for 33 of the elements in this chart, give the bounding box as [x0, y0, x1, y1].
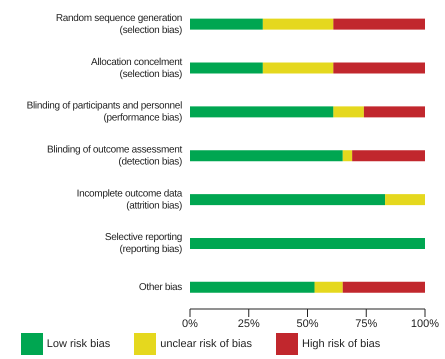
bar [342, 150, 352, 162]
bar [262, 18, 334, 30]
bar [364, 106, 425, 118]
y-tick-label: Selective reporting (reporting bias) [104, 232, 182, 255]
bar [190, 150, 343, 162]
bar [385, 194, 425, 206]
legend-label: unclear risk of bias [160, 338, 252, 350]
bar [190, 18, 263, 30]
legend-label: High risk of bias [302, 338, 380, 350]
x-tick-label: 75% [355, 318, 378, 330]
bar [190, 106, 334, 118]
bar [333, 62, 425, 74]
bar [190, 238, 425, 249]
x-tick-label: 100% [410, 318, 440, 330]
x-tick-label: 50% [296, 318, 319, 330]
x-tick-label: 25% [238, 318, 260, 330]
bar [333, 18, 425, 30]
y-tick-label: Blinding of participants and personnel (performance bias) [26, 100, 182, 124]
legend-label: Low risk bias [46, 338, 110, 350]
bar [190, 194, 386, 206]
y-tick-label: Random sequence generation (selection bias) [56, 12, 182, 36]
bar [352, 150, 425, 162]
bar [314, 282, 343, 293]
bar [333, 106, 364, 118]
bar [262, 62, 334, 74]
x-tick-label: 0% [182, 318, 198, 330]
y-tick-label: Incomplete outcome data (attrition bias) [76, 188, 183, 211]
bar [190, 282, 315, 293]
y-tick-label: Allocation concelment (selection bias) [91, 56, 183, 80]
bar [190, 62, 263, 74]
y-tick-label: Blinding of outcome assessment (detection bias) [47, 144, 183, 167]
bar [342, 282, 425, 293]
y-tick-label: Other bias [138, 282, 182, 293]
